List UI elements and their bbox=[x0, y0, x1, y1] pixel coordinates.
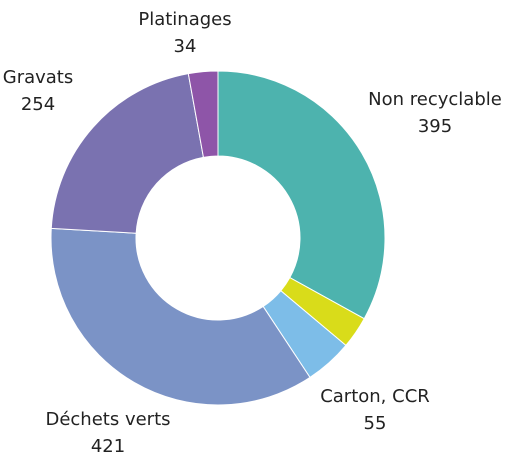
donut-slice bbox=[50, 73, 205, 234]
slice-value: 395 bbox=[418, 116, 452, 137]
slice-label: Déchets verts bbox=[45, 409, 170, 430]
slice-label: Platinages bbox=[138, 9, 231, 30]
slice-value: 421 bbox=[91, 436, 125, 455]
slice-value: 254 bbox=[21, 94, 55, 115]
slice-value: 55 bbox=[364, 413, 387, 434]
slice-value: 34 bbox=[174, 36, 197, 57]
donut-slice bbox=[50, 227, 311, 406]
donut-slice bbox=[187, 70, 219, 158]
slice-label: Non recyclable bbox=[368, 89, 502, 110]
slice-label: Carton, CCR bbox=[320, 386, 430, 407]
slice-label: Gravats bbox=[3, 67, 74, 88]
donut-slice bbox=[217, 70, 386, 320]
